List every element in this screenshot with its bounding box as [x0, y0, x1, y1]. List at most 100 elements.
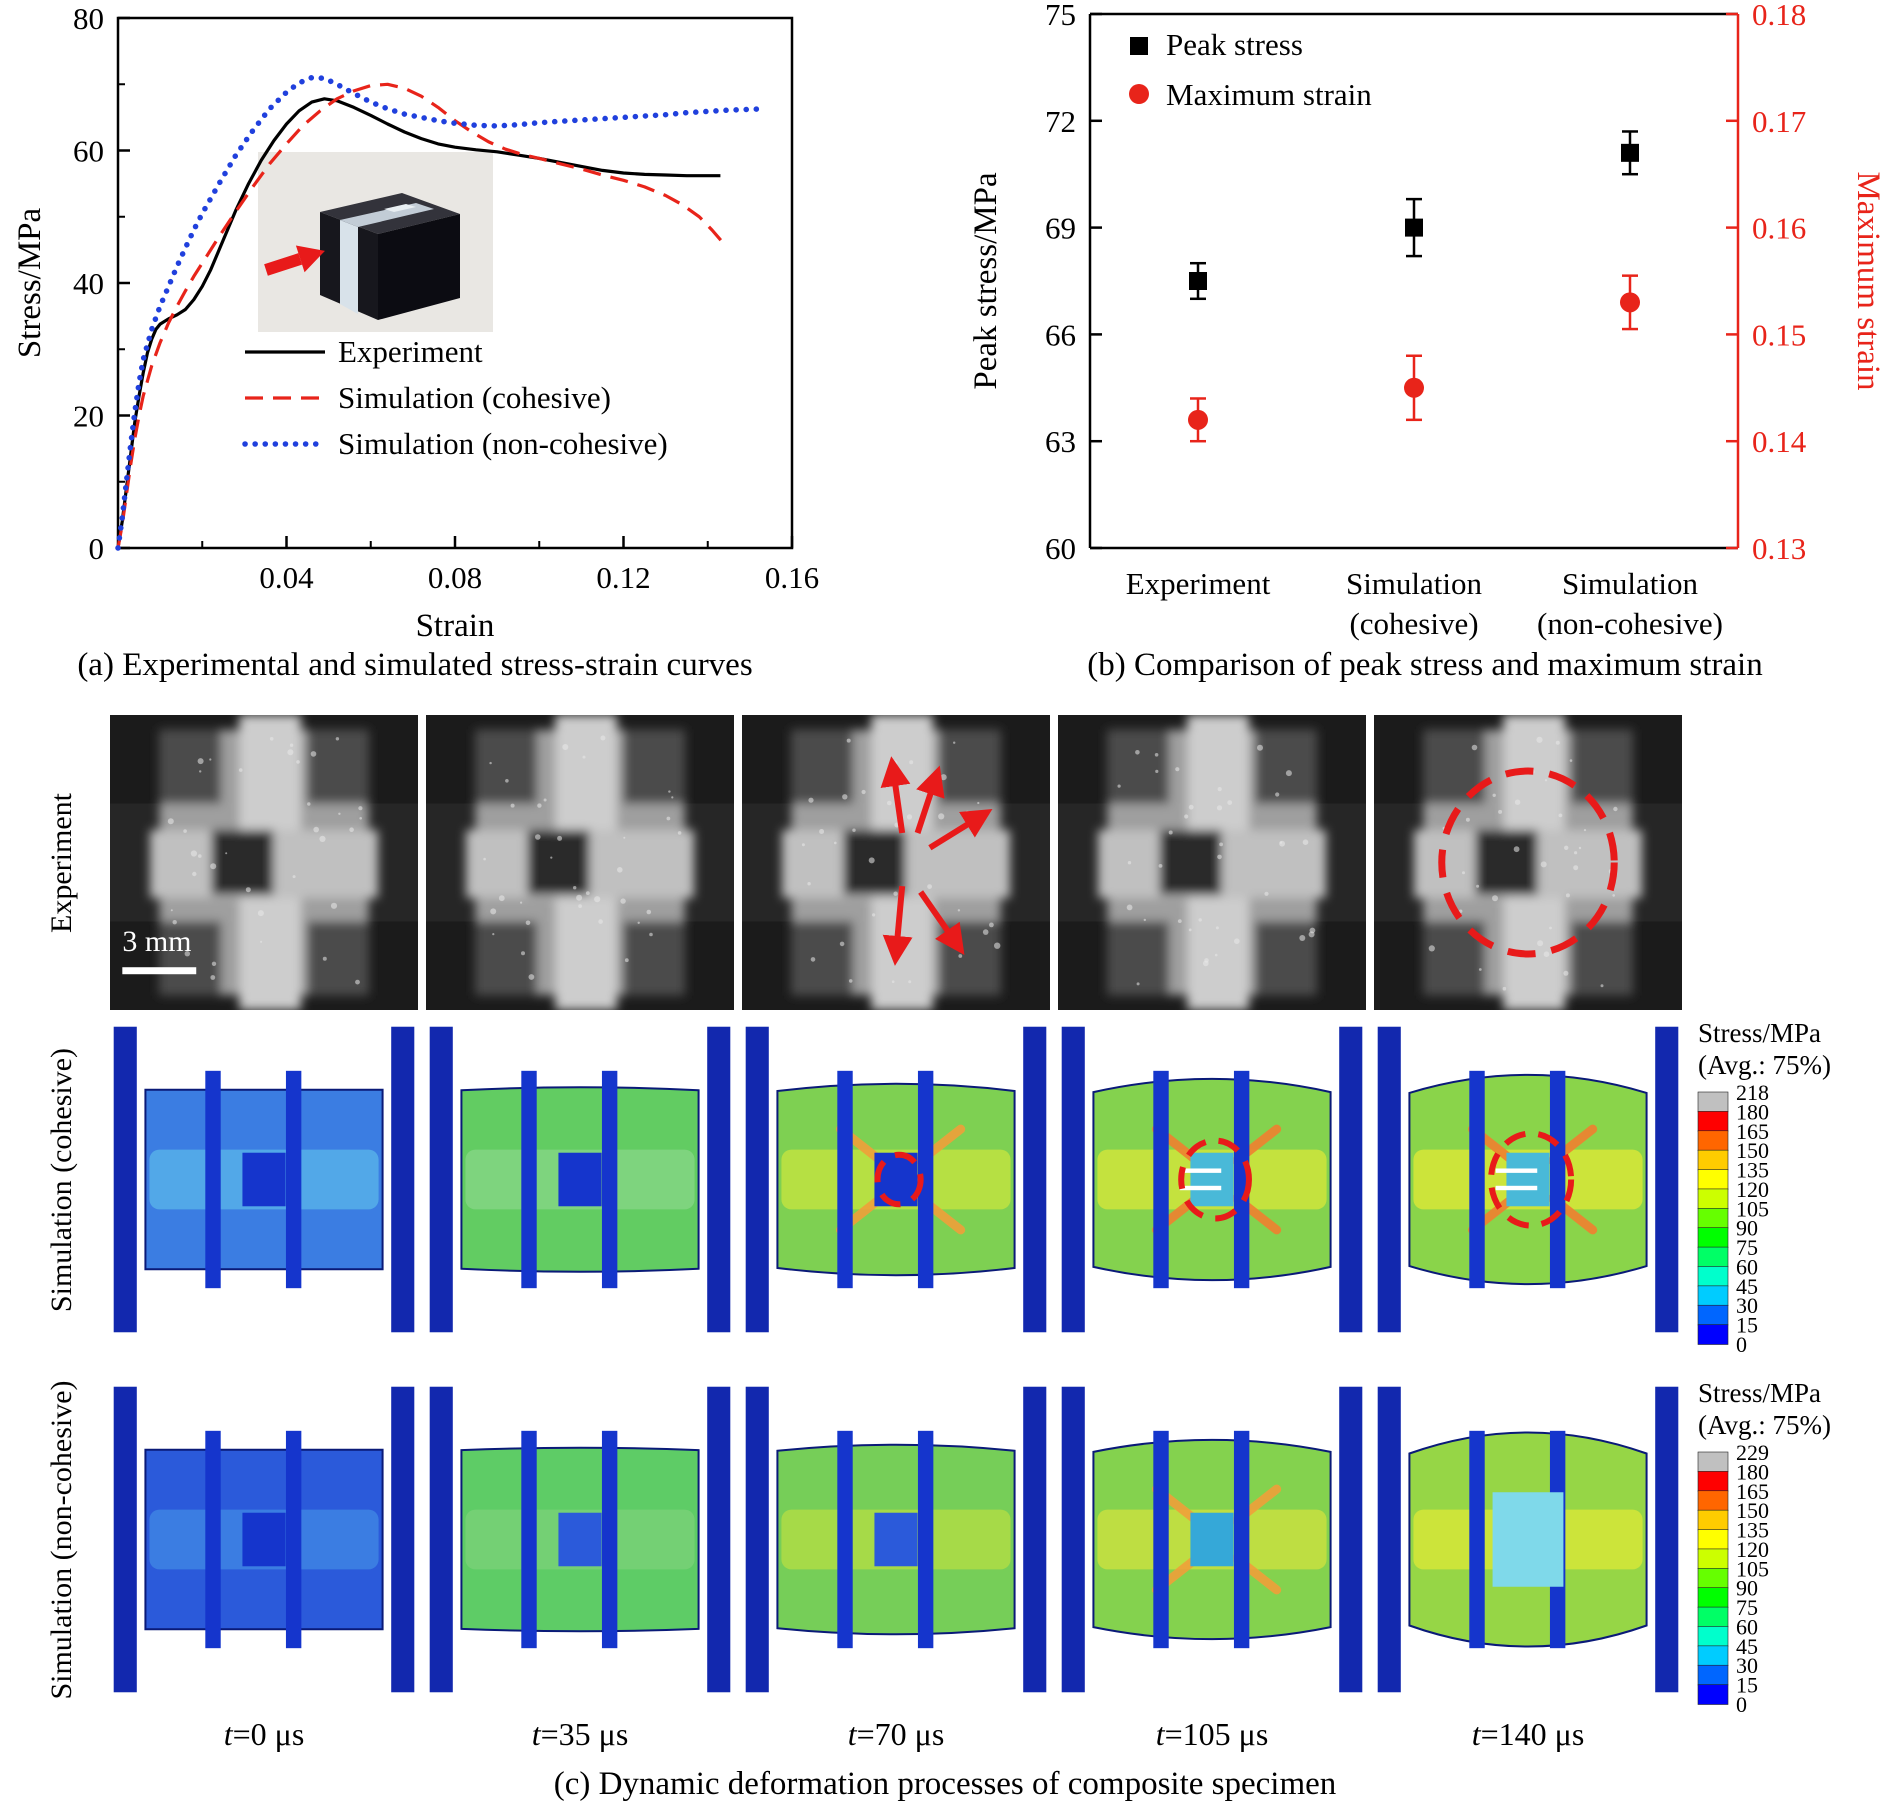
- sim-non-cohesive-frame-2: [426, 1382, 734, 1697]
- panel-b-caption: (b) Comparison of peak stress and maximu…: [1087, 647, 1763, 683]
- crack-direction-arrow: [882, 885, 913, 966]
- interlayer-column: [1153, 1070, 1169, 1289]
- panel-c-caption: (c) Dynamic deformation processes of com…: [553, 1766, 1337, 1802]
- speckle: [846, 738, 851, 743]
- colorbar-tick-label: 15: [1736, 1673, 1758, 1698]
- colorbar-subtitle: (Avg.: 75%): [1698, 1410, 1831, 1440]
- panel-a-caption: (a) Experimental and simulated stress-st…: [77, 647, 753, 683]
- time-label-text: =0 μs: [232, 1716, 305, 1752]
- speckle: [1214, 953, 1218, 957]
- speckle: [1498, 809, 1503, 814]
- category-label: Simulation: [1562, 566, 1699, 601]
- speckle: [245, 887, 251, 893]
- speckle: [958, 954, 963, 958]
- i-decor: t: [1471, 1716, 1481, 1752]
- colorbar-tick-label: 60: [1736, 1255, 1758, 1280]
- speckle: [1492, 793, 1496, 797]
- speckle: [198, 854, 202, 858]
- corner-block: [307, 921, 369, 996]
- sim-cohesive-frame-5: [1374, 1022, 1682, 1337]
- speckle: [1175, 767, 1180, 772]
- center-inclusion: [558, 1152, 602, 1207]
- sim-non-cohesive-frame-3: [742, 1382, 1050, 1697]
- speckle: [620, 898, 626, 904]
- speckle: [1299, 935, 1306, 941]
- colorbar-tick-label: 90: [1736, 1576, 1758, 1601]
- colorbar-tick-label: 45: [1736, 1274, 1758, 1299]
- speckle: [1227, 800, 1233, 805]
- right-tick-label: 0.16: [1752, 211, 1806, 246]
- speckle: [600, 735, 606, 741]
- speckle: [1578, 846, 1582, 850]
- speckle: [1549, 926, 1552, 930]
- platen-left: [1061, 1026, 1085, 1333]
- speckle: [834, 841, 837, 845]
- speckle: [1154, 753, 1159, 757]
- interlayer-column: [205, 1430, 221, 1649]
- interlayer-column: [521, 1070, 537, 1289]
- y-tick-label: 0: [89, 531, 105, 566]
- platen-right: [1023, 1026, 1047, 1333]
- panel-a: 0 20 40 60 80 0.04 0.08 0.12 0.16 Strain Stress/MP…: [0, 0, 830, 692]
- speckle: [211, 961, 217, 966]
- speckle: [927, 884, 932, 889]
- speckle: [172, 920, 177, 925]
- colorbar-tick-label: 30: [1736, 1653, 1758, 1678]
- right-axis-label: Maximum strain: [1850, 171, 1886, 390]
- colorbar-tick-label: 229: [1736, 1440, 1769, 1465]
- speckle: [637, 921, 640, 924]
- right-tick-label: 0.15: [1752, 317, 1806, 352]
- speckle: [940, 774, 947, 781]
- platen-left: [745, 1026, 769, 1333]
- platen-right: [707, 1026, 731, 1333]
- speckle: [184, 951, 190, 957]
- speckle: [953, 741, 956, 744]
- interlayer-column: [917, 1430, 934, 1649]
- colorbar-segment: [1697, 1130, 1729, 1151]
- corner-block: [623, 729, 685, 804]
- i-decor: t: [847, 1716, 857, 1752]
- speckle: [550, 856, 553, 859]
- corner-block: [307, 729, 369, 804]
- row-label-sim-cohesive: Simulation (cohesive): [45, 1047, 78, 1312]
- experiment-frame-5: [1374, 715, 1682, 1010]
- interlayer-band-top: [340, 203, 434, 227]
- speckle: [1184, 814, 1189, 819]
- experiment-frame-4: [1058, 715, 1366, 1010]
- x-tick-label: 0.08: [428, 560, 482, 595]
- colorbar-segment: [1697, 1111, 1729, 1132]
- colorbar-segment: [1697, 1568, 1729, 1589]
- sim-non-cohesive-frame-5: [1374, 1382, 1682, 1697]
- speckle: [1574, 851, 1578, 855]
- crack: [1179, 1168, 1222, 1173]
- colorbar-tick-label: 165: [1736, 1479, 1769, 1504]
- scale-bar: [122, 967, 197, 975]
- colorbar-tick-label: 60: [1736, 1615, 1758, 1640]
- colorbar-segment: [1697, 1149, 1729, 1171]
- speckle: [617, 867, 623, 873]
- x-tick-label: 0.04: [259, 560, 314, 595]
- experiment-frame-3: [742, 715, 1050, 1010]
- colorbar-tick-label: 105: [1736, 1556, 1769, 1581]
- speckle: [1188, 804, 1194, 810]
- y-tick-label: 80: [73, 1, 104, 36]
- speckle: [891, 980, 895, 983]
- center-inclusion: [558, 1512, 602, 1567]
- speckle: [964, 812, 971, 818]
- speckle: [319, 835, 326, 842]
- colorbar-title: Stress/MPa: [1698, 1018, 1821, 1048]
- colorbar-tick-label: 75: [1736, 1235, 1758, 1260]
- speckle: [307, 802, 311, 806]
- speckle: [1234, 938, 1240, 944]
- speckle: [1155, 769, 1159, 773]
- speckle: [1203, 960, 1209, 967]
- speckle: [199, 770, 202, 773]
- speckle: [330, 902, 338, 909]
- time-label-5: t=140 μs: [1374, 1716, 1682, 1753]
- speckle: [1217, 787, 1222, 792]
- platen-left: [745, 1386, 769, 1693]
- max-strain-marker: [1620, 292, 1640, 313]
- platen-right: [707, 1386, 731, 1693]
- speckle: [957, 909, 961, 912]
